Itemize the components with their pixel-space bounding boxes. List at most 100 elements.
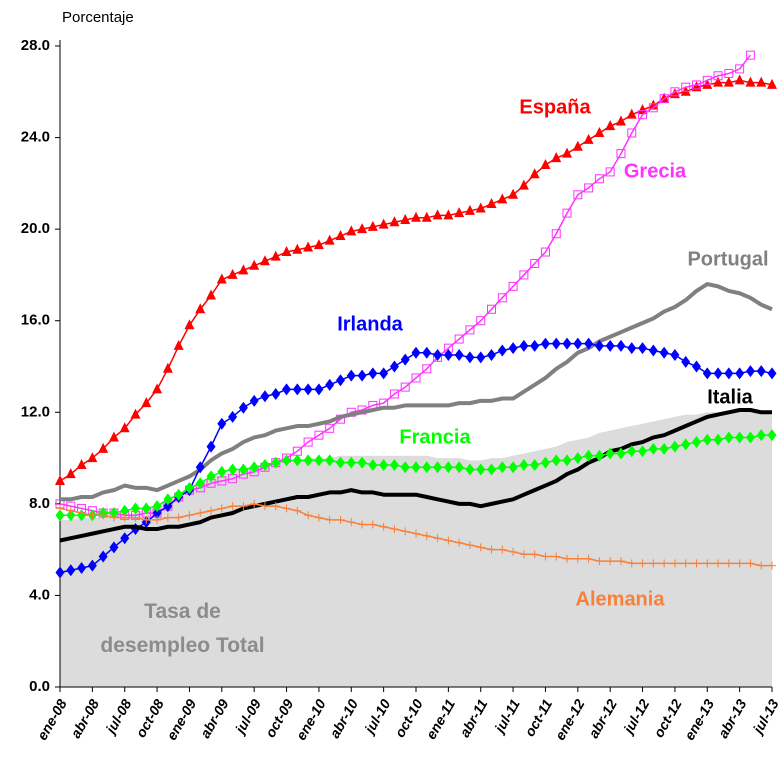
point — [455, 538, 464, 547]
point — [638, 110, 648, 120]
point — [314, 430, 324, 440]
point — [605, 339, 615, 352]
point — [702, 433, 712, 446]
point — [767, 78, 777, 89]
point — [238, 463, 248, 476]
point — [335, 374, 345, 387]
point — [519, 458, 529, 471]
point — [691, 80, 701, 90]
point — [357, 223, 368, 234]
point — [271, 387, 281, 400]
point — [519, 550, 528, 559]
point — [487, 349, 497, 362]
point — [422, 461, 432, 474]
point — [713, 71, 723, 81]
point — [87, 452, 98, 463]
point — [702, 367, 712, 380]
point — [421, 211, 432, 222]
point — [389, 216, 400, 227]
point — [76, 458, 87, 469]
point — [249, 394, 259, 407]
point — [88, 511, 97, 520]
point — [153, 515, 162, 524]
point — [207, 506, 216, 515]
point — [196, 509, 205, 518]
point — [336, 515, 345, 524]
point — [681, 438, 691, 451]
point — [660, 559, 669, 568]
point — [400, 353, 410, 366]
point — [464, 204, 475, 215]
point — [325, 515, 334, 524]
point — [389, 360, 399, 373]
series-label: Alemania — [576, 588, 666, 610]
point — [475, 202, 486, 213]
point — [605, 447, 615, 460]
point — [55, 474, 65, 485]
point — [540, 456, 550, 469]
point — [745, 365, 755, 378]
point — [239, 502, 248, 511]
point — [562, 208, 572, 218]
point — [584, 337, 594, 350]
point — [314, 383, 324, 396]
point — [638, 342, 648, 355]
point — [626, 108, 637, 119]
point — [681, 355, 691, 368]
point — [217, 465, 227, 478]
x-tick-label: oct-10 — [391, 696, 426, 740]
y-tick-label: 0.0 — [29, 678, 50, 695]
point — [250, 499, 259, 508]
x-tick-label: abr-11 — [456, 696, 490, 740]
point — [540, 247, 550, 257]
point — [162, 362, 173, 373]
point — [746, 559, 755, 568]
point — [518, 179, 529, 190]
point — [293, 506, 302, 515]
point — [713, 433, 723, 446]
point — [432, 209, 443, 220]
point — [497, 193, 508, 204]
point — [281, 246, 292, 257]
point — [56, 504, 64, 513]
point — [314, 454, 324, 467]
point — [400, 461, 410, 474]
point — [595, 557, 604, 566]
point — [487, 545, 496, 554]
point — [616, 557, 625, 566]
point — [120, 513, 129, 522]
point — [605, 120, 616, 131]
point — [583, 133, 594, 144]
point — [735, 64, 745, 74]
point — [206, 440, 216, 453]
x-tick-label: abr-12 — [585, 696, 620, 741]
point — [508, 281, 518, 291]
point — [562, 454, 572, 467]
point — [412, 529, 420, 538]
point — [756, 429, 766, 442]
x-tick-label: ene-09 — [163, 696, 199, 743]
point — [724, 367, 734, 380]
point — [745, 431, 755, 444]
point — [109, 507, 119, 520]
point — [745, 50, 755, 60]
point — [228, 463, 238, 476]
point — [98, 442, 109, 453]
point — [282, 504, 291, 513]
point — [433, 534, 442, 543]
point — [551, 152, 562, 163]
point — [227, 268, 238, 279]
point — [368, 520, 377, 529]
point — [519, 339, 529, 352]
point — [723, 76, 734, 87]
x-tick-label: oct-11 — [521, 696, 555, 739]
y-tick-label: 12.0 — [21, 403, 50, 420]
point — [508, 461, 518, 474]
series — [56, 499, 776, 570]
x-tick-label: oct-08 — [132, 696, 167, 740]
point — [335, 456, 345, 469]
point — [304, 511, 313, 520]
point — [379, 458, 389, 471]
series-label: Grecia — [624, 160, 687, 182]
